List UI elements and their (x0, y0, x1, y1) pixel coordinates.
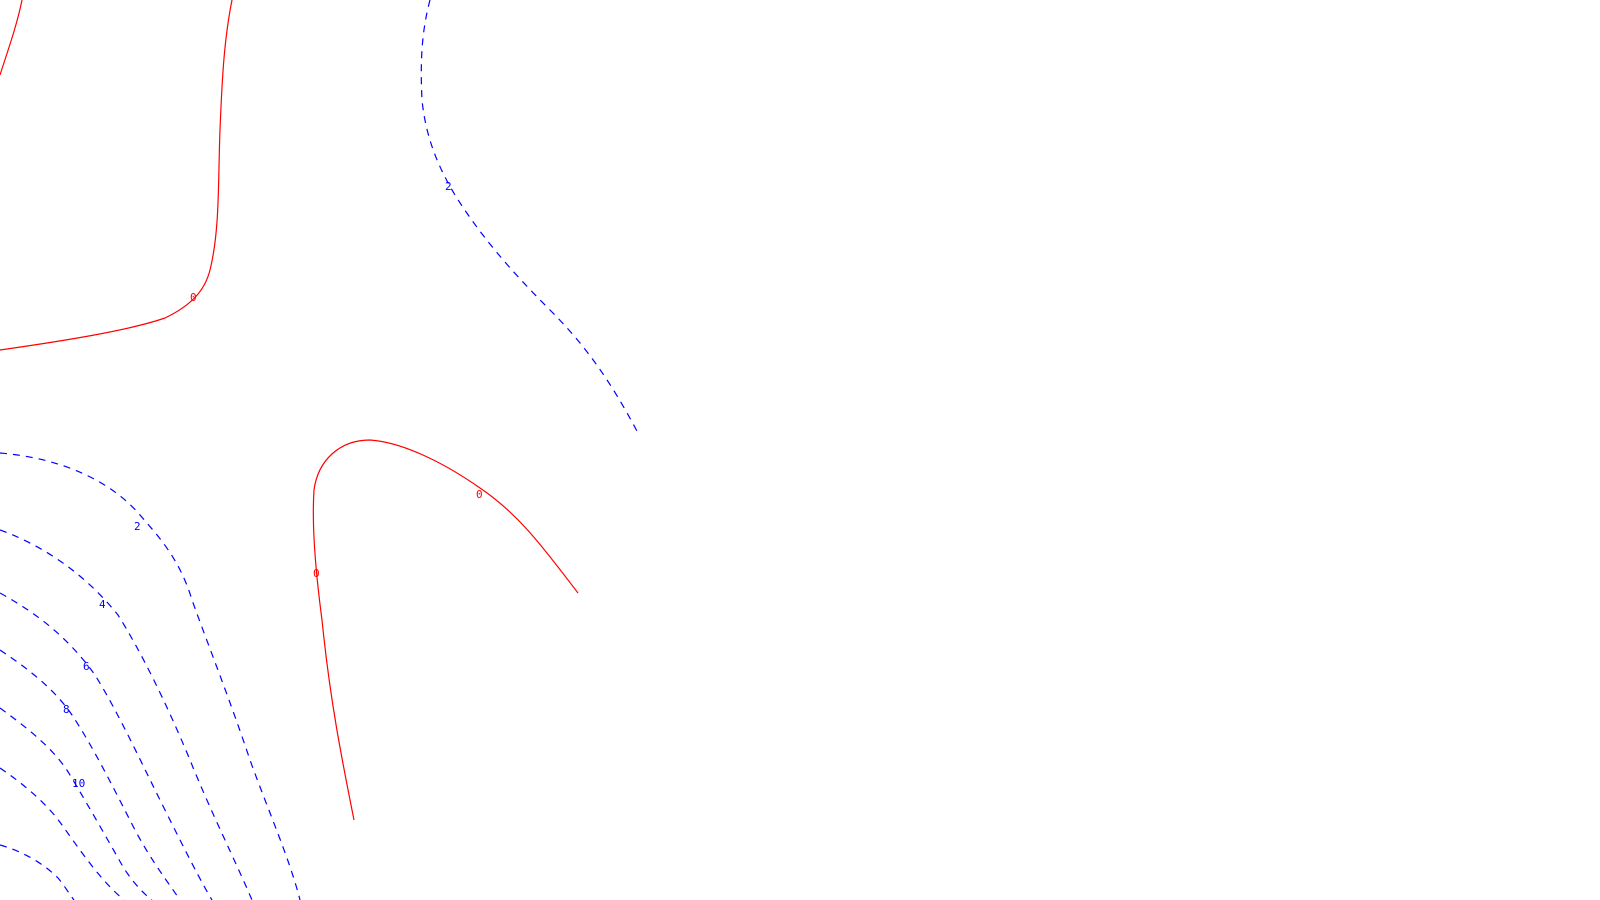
contour-line-10 (0, 707, 153, 900)
contour-label-0-upper: 0 (190, 291, 197, 304)
contour-level-4: 4 (0, 529, 253, 900)
contour-level-8: 8 (0, 649, 181, 900)
contour-line-6 (0, 592, 213, 900)
contour-line-0-lower (312, 439, 579, 821)
contour-label-6: 6 (83, 660, 90, 673)
contour-level-6: 6 (0, 592, 213, 900)
contour-label-2-upper: 2 (445, 180, 452, 193)
contour-level-10: 10 (0, 707, 153, 900)
contour-label-8: 8 (63, 703, 70, 716)
contour-label-2-lower: 2 (134, 520, 141, 533)
contour-level-14 (0, 844, 75, 900)
contour-level-0: 0 0 0 (0, 0, 579, 821)
contour-line-12 (0, 767, 125, 900)
contour-line-4 (0, 529, 253, 900)
contour-line-2-lower (0, 452, 301, 900)
contour-line-14 (0, 844, 75, 900)
contour-label-10: 10 (72, 777, 85, 790)
contour-line-0-top-left (0, 0, 23, 76)
contour-level-2: 2 2 (0, 0, 639, 900)
contour-label-4: 4 (99, 598, 106, 611)
contour-line-2-upper (420, 0, 639, 434)
contour-level-12 (0, 767, 125, 900)
contour-label-0-lower-left: 0 (313, 567, 320, 580)
contour-label-0-lower-right: 0 (476, 488, 483, 501)
contour-line-0-upper (0, 0, 233, 351)
contour-line-8 (0, 649, 181, 900)
